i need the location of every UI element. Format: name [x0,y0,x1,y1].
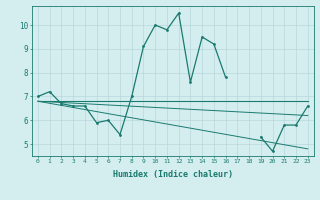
X-axis label: Humidex (Indice chaleur): Humidex (Indice chaleur) [113,170,233,179]
